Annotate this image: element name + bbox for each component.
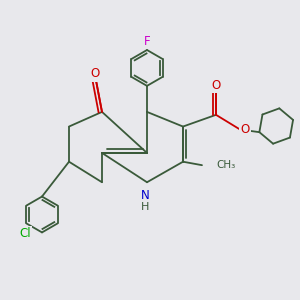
Text: CH₃: CH₃: [216, 160, 236, 170]
Text: F: F: [144, 35, 150, 48]
Text: O: O: [241, 123, 250, 136]
Text: O: O: [91, 68, 100, 80]
Text: Cl: Cl: [19, 226, 31, 240]
Text: O: O: [212, 79, 220, 92]
Text: H: H: [141, 202, 149, 212]
Text: N: N: [141, 189, 150, 202]
